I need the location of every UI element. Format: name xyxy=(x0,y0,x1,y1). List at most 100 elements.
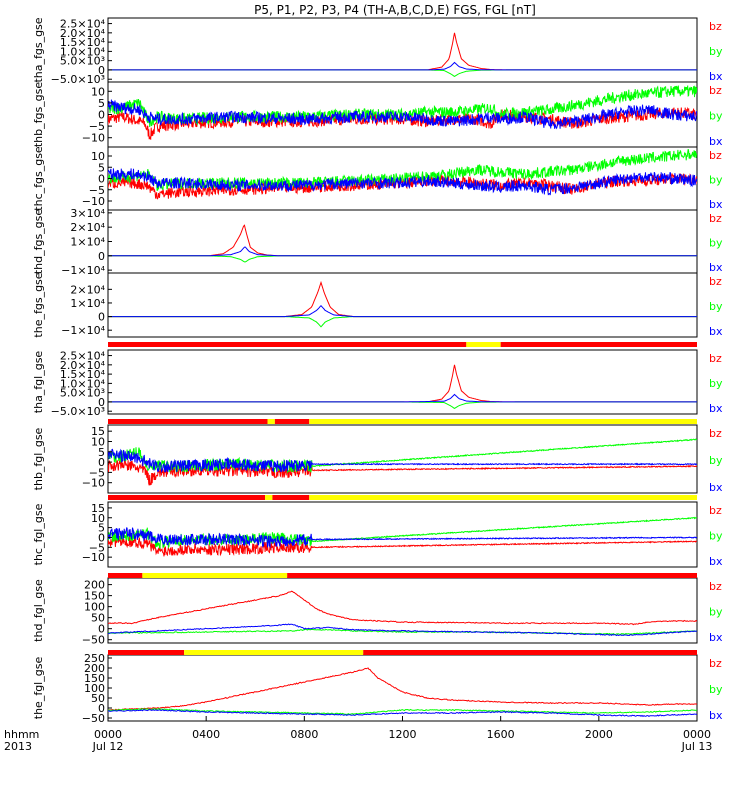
flag-segment-red xyxy=(108,573,143,578)
y-tick-label: 10 xyxy=(91,85,105,98)
y-tick-label: 5 xyxy=(98,161,105,174)
legend-bz: bz xyxy=(709,580,722,593)
panel-tha_fgs_gse: 2.5×10⁴2.0×10⁴1.5×10⁴1.0×10⁴5.0×10³0−5.0… xyxy=(32,17,723,86)
legend-bx: bx xyxy=(709,481,723,494)
y-axis-label: thb_fgs_gse xyxy=(32,82,45,148)
y-tick-label: 0 xyxy=(98,531,105,544)
flag-segment-yellow xyxy=(265,495,273,500)
panel-frame xyxy=(107,501,698,568)
y-tick-label: 200 xyxy=(84,662,105,675)
flag-bar xyxy=(108,419,697,424)
y-axis-label: thd_fgl_gse xyxy=(32,579,45,642)
y-tick-label: 1×10⁴ xyxy=(70,297,105,310)
quality-flag-bars xyxy=(108,342,697,655)
legend-bz: bz xyxy=(709,149,722,162)
flag-bar xyxy=(108,573,697,578)
series-line-bz xyxy=(108,364,697,403)
flag-segment-yellow xyxy=(466,342,501,347)
series-line-bx xyxy=(108,168,697,196)
x-tick-label: 1600 xyxy=(487,728,515,741)
legend-bx: bx xyxy=(709,261,723,274)
y-axis-label: the_fgl_gse xyxy=(32,657,45,720)
y-tick-label: 5.0×10³ xyxy=(60,387,105,400)
panel-frame xyxy=(107,209,698,274)
series-line-by xyxy=(108,516,697,549)
y-tick-label: −5 xyxy=(89,120,105,133)
legend-bz: bz xyxy=(709,212,722,225)
flag-segment-red xyxy=(108,342,467,347)
y-tick-label: −5 xyxy=(89,541,105,554)
legend-bx: bx xyxy=(709,402,723,415)
legend-by: by xyxy=(709,530,723,543)
footer-hhmm-label: hhmm xyxy=(4,728,39,741)
flag-segment-red xyxy=(108,650,185,655)
flag-segment-red xyxy=(287,573,697,578)
legend-bz: bz xyxy=(709,504,722,517)
y-tick-label: 5 xyxy=(98,97,105,110)
series-line-bx xyxy=(108,448,697,474)
y-tick-label: 50 xyxy=(91,692,105,705)
series-line-by xyxy=(108,708,697,715)
y-axis-label: thb_fgl_gse xyxy=(32,427,45,490)
legend-by: by xyxy=(709,237,723,250)
y-axis-label: tha_fgl_gse xyxy=(32,351,45,414)
series-line-bx xyxy=(108,709,697,718)
flag-segment-red xyxy=(272,495,310,500)
panel-frame xyxy=(107,654,698,722)
flag-segment-red xyxy=(363,650,697,655)
y-tick-label: 1.0×10⁴ xyxy=(60,377,106,390)
y-tick-label: 0 xyxy=(98,311,105,324)
y-tick-label: 0 xyxy=(98,396,105,409)
legend-by: by xyxy=(709,683,723,696)
flag-segment-yellow xyxy=(184,650,364,655)
series-line-by xyxy=(108,69,697,77)
legend-bx: bx xyxy=(709,631,723,644)
y-tick-label: 1.5×10⁴ xyxy=(60,36,106,49)
y-tick-label: 0 xyxy=(98,702,105,715)
y-axis-label: tha_fgs_gse xyxy=(32,17,45,82)
y-tick-label: 0 xyxy=(98,456,105,469)
series-line-bx xyxy=(108,393,697,403)
y-tick-label: −5.0×10³ xyxy=(51,405,105,418)
flag-bar xyxy=(108,495,697,500)
y-tick-label: 15 xyxy=(91,425,105,438)
y-tick-label: 150 xyxy=(84,590,105,603)
legend-bz: bz xyxy=(709,275,722,288)
legend-bz: bz xyxy=(709,20,722,33)
y-tick-label: 5 xyxy=(98,522,105,535)
y-tick-label: 250 xyxy=(84,652,105,665)
y-tick-label: 1×10⁴ xyxy=(70,236,105,249)
flag-segment-yellow xyxy=(309,495,697,500)
legend-by: by xyxy=(709,300,723,313)
y-tick-label: −50 xyxy=(82,634,105,647)
legend-bz: bz xyxy=(709,84,722,97)
y-axis-label: thc_fgs_gse xyxy=(32,146,45,211)
y-tick-label: −10 xyxy=(82,132,105,145)
series-line-bx xyxy=(108,304,697,318)
legend-by: by xyxy=(709,454,723,467)
legend-bz: bz xyxy=(709,657,722,670)
y-tick-label: 100 xyxy=(84,601,105,614)
series-line-bz xyxy=(108,535,697,557)
series-line-by xyxy=(108,401,697,409)
y-tick-label: 10 xyxy=(91,150,105,163)
x-tick-label: 0400 xyxy=(192,728,220,741)
flag-segment-red xyxy=(108,419,268,424)
legend-by: by xyxy=(709,110,723,123)
y-tick-label: −50 xyxy=(82,712,105,725)
footer-year-label: 2013 xyxy=(4,740,32,753)
y-tick-label: 15 xyxy=(91,502,105,515)
legend-by: by xyxy=(709,174,723,187)
y-tick-label: −10 xyxy=(82,551,105,564)
y-tick-label: 100 xyxy=(84,682,105,695)
y-axis-label: thc_fgl_gse xyxy=(32,503,45,565)
legend-bx: bx xyxy=(709,555,723,568)
y-tick-label: 5 xyxy=(98,446,105,459)
y-axis-label: thd_fgs_gse xyxy=(32,209,45,275)
series-line-bx xyxy=(108,623,697,637)
